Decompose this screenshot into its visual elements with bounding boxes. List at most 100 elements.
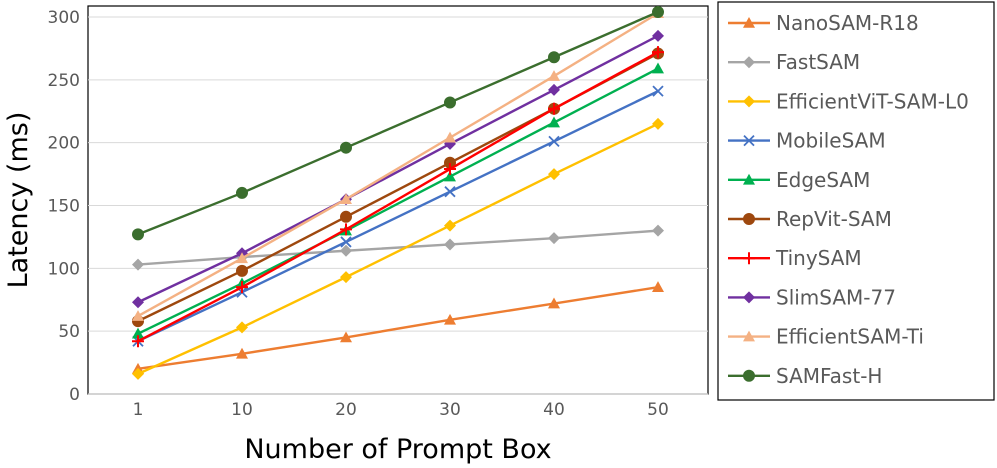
- legend-swatch-marker: [743, 330, 755, 342]
- legend-swatch-marker: [743, 134, 755, 147]
- x-tick-label: 50: [647, 400, 669, 420]
- series-samfast-h: [132, 5, 664, 241]
- x-axis-ticks: 1 10 20 30 40 50: [133, 400, 669, 420]
- series-line: [137, 229, 659, 266]
- legend-swatch-marker: [743, 252, 755, 265]
- y-axis-ticks: 0 50 100 150 200 250 300: [48, 8, 80, 405]
- x-tick-label: 20: [335, 400, 357, 420]
- series-line: [137, 12, 659, 318]
- y-tick-label: 50: [58, 322, 80, 342]
- legend-item-edgesam: EdgeSAM: [728, 168, 870, 192]
- series-line: [137, 122, 659, 375]
- legend-item-mobilesam: MobileSAM: [728, 129, 886, 153]
- legend-label: EfficientViT-SAM-L0: [776, 89, 969, 113]
- legend-label: MobileSAM: [776, 129, 886, 153]
- legend-item-efficientvit-sam-l0: EfficientViT-SAM-L0: [728, 89, 969, 113]
- legend-swatch-marker: [743, 173, 755, 185]
- data-point: [132, 296, 144, 309]
- series-layer: [132, 5, 664, 380]
- data-point: [340, 271, 352, 284]
- data-point: [652, 5, 664, 18]
- data-point: [652, 224, 664, 237]
- legend-swatch-marker: [743, 56, 755, 69]
- series-line: [137, 34, 659, 304]
- legend-item-fastsam: FastSAM: [728, 50, 860, 74]
- legend-item-efficientsam-ti: EfficientSAM-Ti: [728, 325, 924, 349]
- data-point: [548, 168, 560, 181]
- gridlines: [88, 16, 708, 395]
- data-point: [444, 163, 456, 176]
- series-efficientvit-sam-l0: [132, 117, 664, 380]
- data-point: [652, 29, 664, 42]
- data-point: [444, 131, 456, 143]
- data-point: [340, 141, 352, 154]
- legend-label: NanoSAM-R18: [776, 11, 919, 35]
- data-point: [340, 210, 352, 223]
- data-point: [236, 281, 248, 294]
- data-point: [236, 252, 248, 264]
- series-line: [137, 10, 659, 236]
- series-line: [137, 285, 659, 371]
- legend-item-tinysam: TinySAM: [728, 246, 862, 270]
- data-point: [236, 321, 248, 334]
- data-point: [132, 327, 144, 339]
- legend-swatch-marker: [743, 95, 755, 108]
- data-point: [132, 228, 144, 241]
- data-point: [132, 367, 144, 380]
- y-tick-label: 150: [48, 197, 80, 217]
- legend-label: EdgeSAM: [776, 168, 870, 192]
- data-point: [340, 236, 352, 248]
- data-point: [444, 313, 456, 325]
- y-tick-label: 200: [48, 134, 80, 154]
- legend-swatch-marker: [743, 291, 755, 304]
- x-axis-title: Number of Prompt Box: [244, 434, 551, 465]
- data-point: [444, 96, 456, 109]
- legend-item-slimsam-77: SlimSAM-77: [728, 285, 896, 309]
- data-point: [340, 223, 352, 236]
- legend-item-nanosam-r18: NanoSAM-R18: [728, 11, 919, 35]
- legend-border: [717, 1, 995, 401]
- legend-label: EfficientSAM-Ti: [776, 325, 924, 349]
- data-point: [340, 193, 352, 205]
- y-tick-label: 250: [48, 71, 80, 91]
- data-point: [548, 70, 560, 81]
- data-point: [340, 244, 352, 257]
- legend-item-repvit-sam: RepVit-SAM: [728, 207, 892, 231]
- series-tinysam: [132, 46, 664, 348]
- data-point: [548, 51, 560, 64]
- data-point: [444, 186, 456, 198]
- legend-item-samfast-h: SAMFast-H: [728, 364, 882, 388]
- legend: NanoSAM-R18 FastSAM EfficientViT-SAM-L0 Mob…: [717, 1, 995, 401]
- data-point: [236, 186, 248, 199]
- legend-swatch-marker: [743, 369, 755, 382]
- data-point: [340, 331, 352, 343]
- y-tick-label: 300: [48, 8, 80, 28]
- data-point: [548, 116, 560, 128]
- y-tick-label: 100: [48, 259, 80, 279]
- data-point: [652, 117, 664, 130]
- data-point: [236, 264, 248, 277]
- data-point: [444, 170, 456, 182]
- data-point: [236, 347, 248, 359]
- data-point: [548, 135, 560, 148]
- legend-label: SAMFast-H: [776, 364, 882, 388]
- data-point: [132, 310, 144, 321]
- data-point: [444, 219, 456, 232]
- data-point: [652, 46, 664, 59]
- legend-label: RepVit-SAM: [776, 207, 892, 231]
- data-point: [652, 85, 664, 97]
- data-point: [132, 335, 144, 348]
- legend-swatch-marker: [743, 213, 755, 225]
- plot-area: 0 50 100 150 200 250 300 1 10 20 30 40 50: [48, 5, 709, 420]
- data-point: [652, 281, 664, 292]
- x-tick-label: 10: [231, 400, 253, 420]
- data-point: [548, 83, 560, 96]
- x-tick-label: 30: [439, 400, 461, 420]
- legend-label: TinySAM: [775, 246, 862, 270]
- y-axis-title: Latency (ms): [3, 112, 34, 289]
- data-point: [444, 238, 456, 251]
- series-line: [137, 67, 659, 335]
- legend-label: SlimSAM-77: [776, 285, 896, 309]
- y-tick-label: 0: [69, 385, 80, 405]
